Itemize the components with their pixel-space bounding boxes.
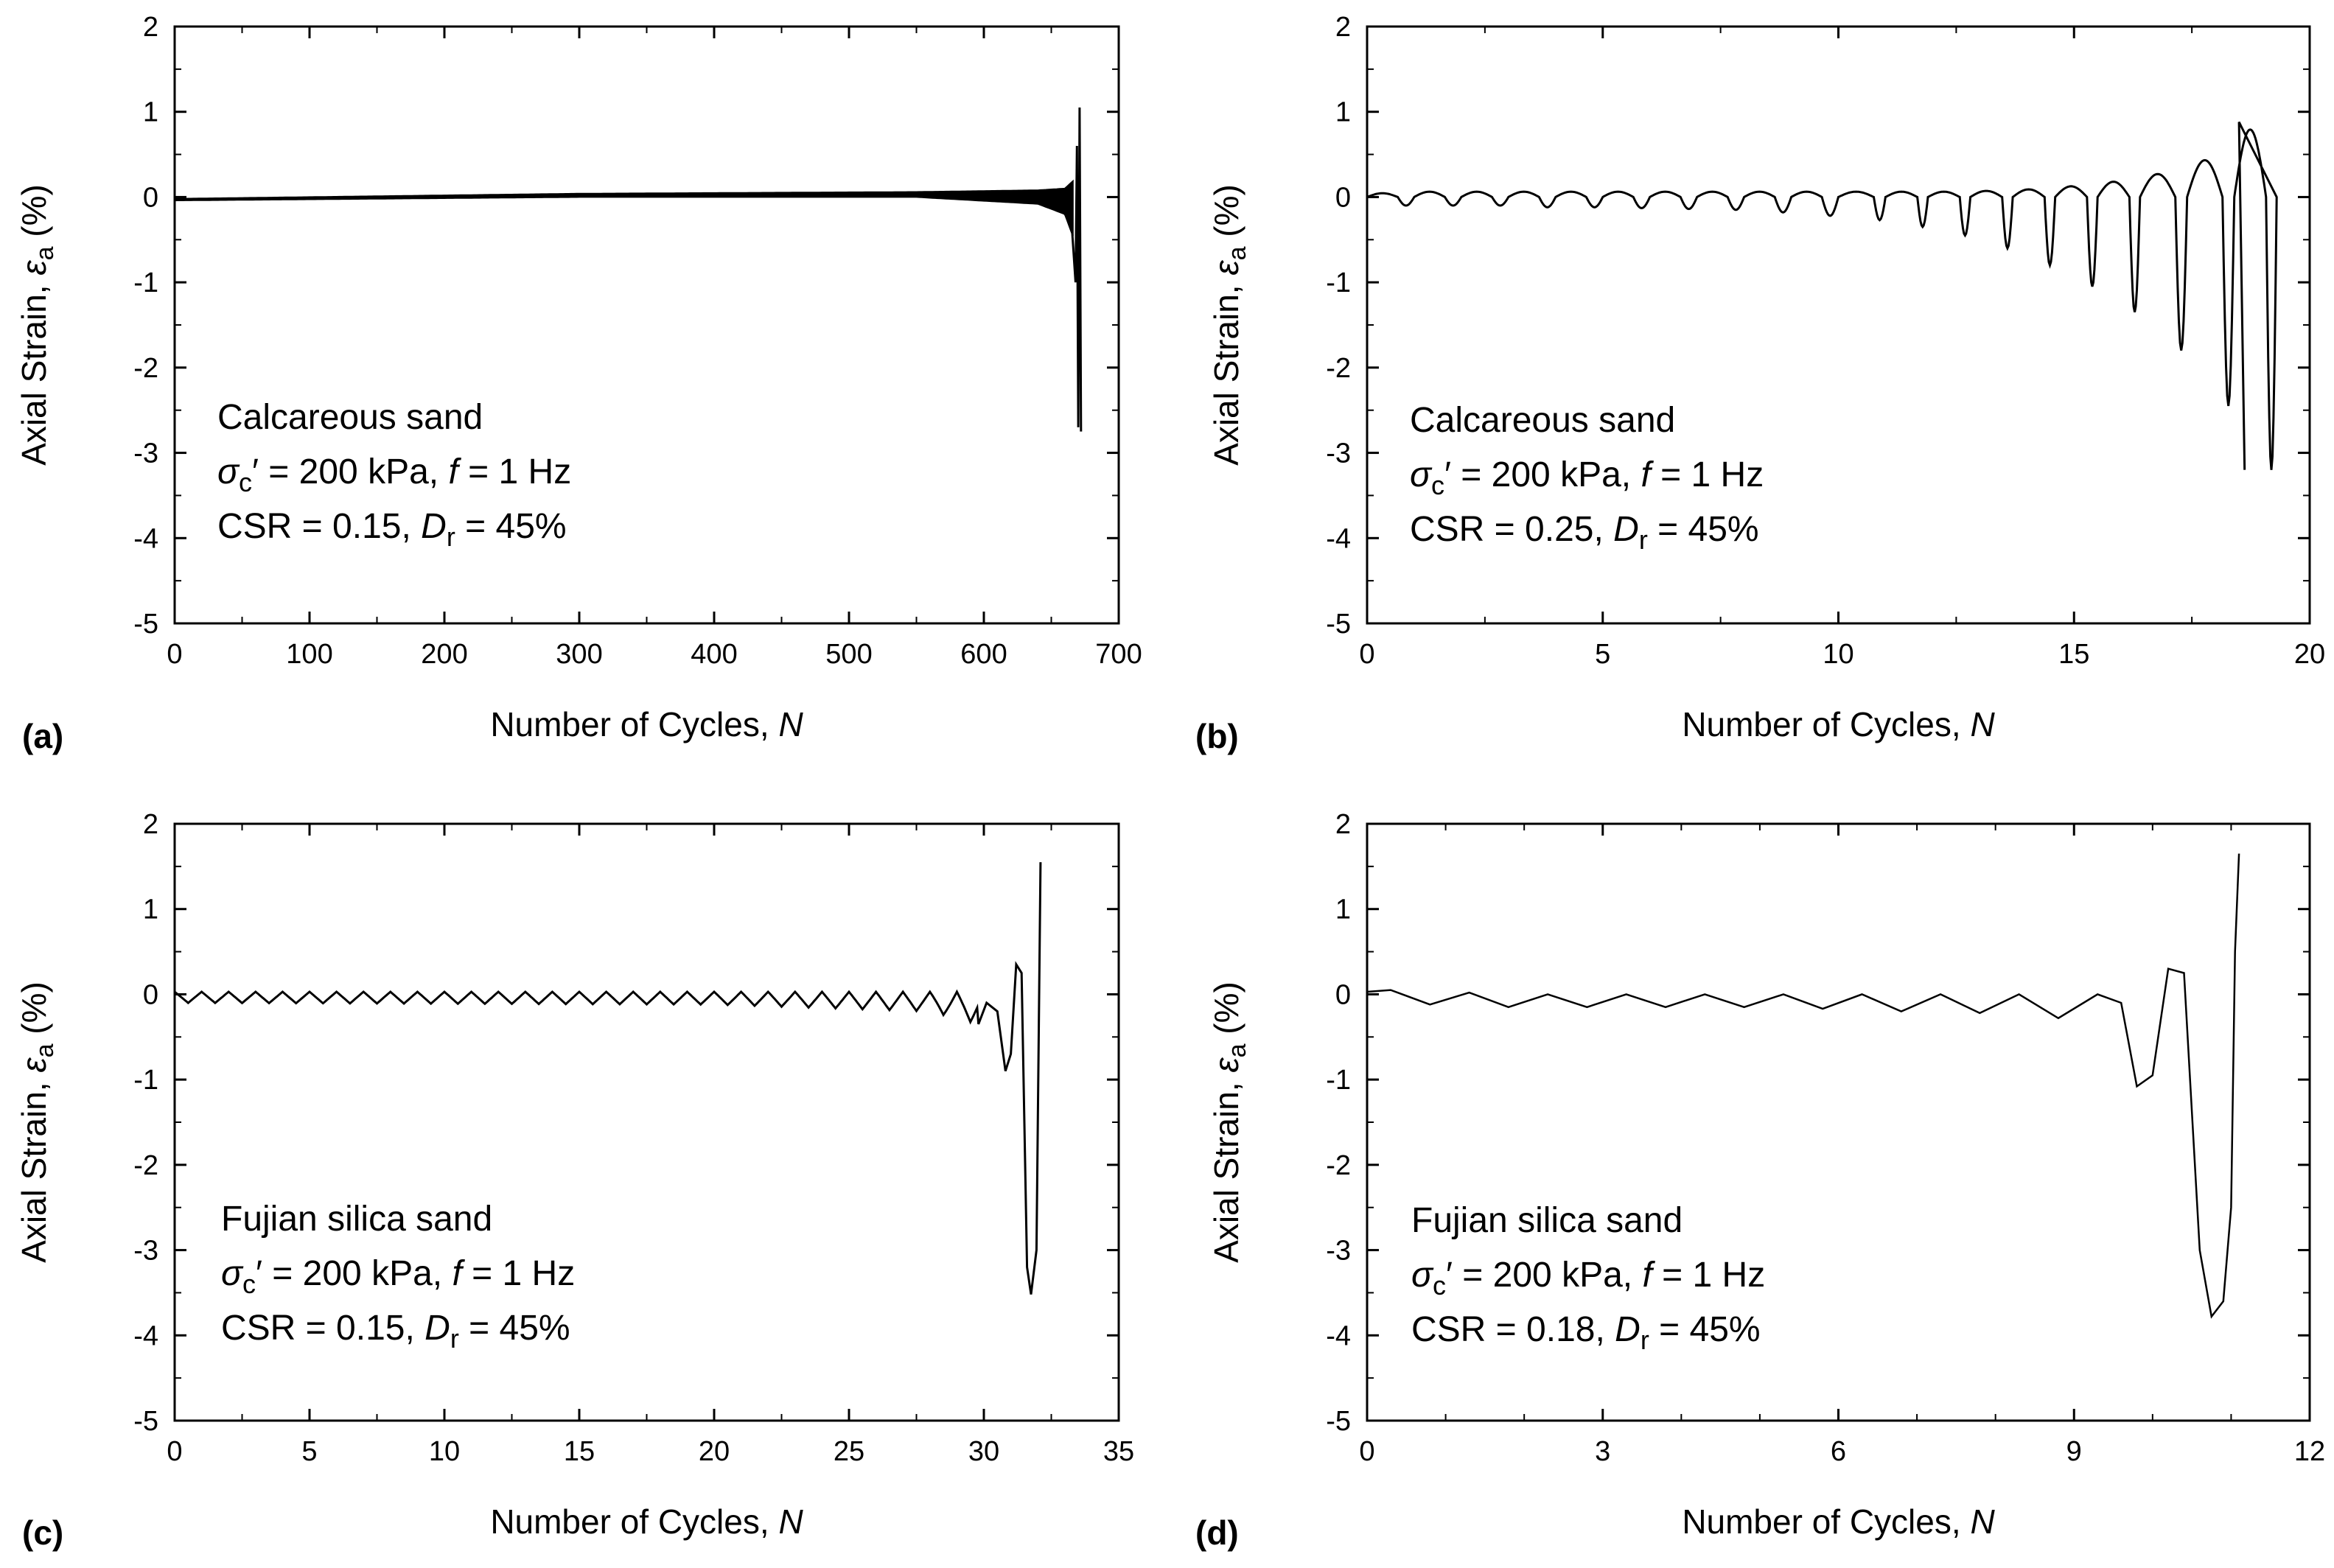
- y-tick-label: -1: [133, 1065, 158, 1096]
- x-tick-label: 0: [1359, 639, 1374, 670]
- panel-a: -5 -4 -3 -2 -1 0 1 2 0 100 200 300 400 500 600 700 Axial…: [15, 12, 1142, 755]
- y-tick-label: 0: [1335, 182, 1351, 213]
- y-tick-label: 2: [143, 809, 158, 840]
- annotation-csr: CSR = 0.18, Dr = 45%: [1411, 1310, 1761, 1355]
- x-tick-label: 5: [1595, 639, 1610, 670]
- y-tick-label: -2: [133, 1150, 158, 1181]
- x-tick-label: 25: [834, 1436, 864, 1467]
- annotation-material: Calcareous sand: [1410, 401, 1675, 440]
- panel-label: (b): [1195, 717, 1239, 755]
- x-tick-label: 15: [564, 1436, 595, 1467]
- y-tick-label: -2: [133, 353, 158, 384]
- data-line-series: [1367, 121, 2278, 470]
- annotation-csr: CSR = 0.15, Dr = 45%: [217, 507, 567, 552]
- annotation-material: Calcareous sand: [217, 398, 483, 437]
- y-tick-label: -4: [133, 523, 158, 554]
- panel-label: (a): [22, 717, 63, 755]
- data-layer: [1367, 121, 2278, 470]
- annotation-csr: CSR = 0.25, Dr = 45%: [1410, 510, 1759, 555]
- data-line-series: [175, 107, 1083, 432]
- panel-label: (c): [22, 1513, 63, 1552]
- x-tick-label: 3: [1595, 1436, 1610, 1467]
- x-tick-label: 15: [2058, 639, 2089, 670]
- annotation-stress: σc′ = 200 kPa, f = 1 Hz: [221, 1254, 575, 1299]
- y-axis-label: Axial Strain, εa (%): [15, 981, 59, 1263]
- y-tick-label: -3: [133, 438, 158, 469]
- x-tick-label: 20: [2294, 639, 2325, 670]
- x-tick-label: 5: [301, 1436, 317, 1467]
- annotation-material: Fujian silica sand: [1411, 1201, 1683, 1240]
- y-tick-label: -1: [1326, 1065, 1351, 1096]
- data-layer: [175, 862, 1042, 1295]
- x-tick-label: 12: [2294, 1436, 2325, 1467]
- y-tick-label: 0: [143, 979, 158, 1010]
- y-tick-label: 2: [1335, 809, 1351, 840]
- y-tick-label: -5: [133, 609, 158, 640]
- annotation-stress: σc′ = 200 kPa, f = 1 Hz: [217, 452, 571, 497]
- annotation-material: Fujian silica sand: [221, 1200, 492, 1239]
- y-tick-label: -1: [1326, 267, 1351, 298]
- y-tick-label: -3: [133, 1236, 158, 1267]
- y-tick-label: -5: [1326, 1406, 1351, 1437]
- x-tick-label: 9: [2066, 1436, 2082, 1467]
- y-tick-label: -5: [133, 1406, 158, 1437]
- x-axis-label: Number of Cycles, N: [1682, 705, 1995, 743]
- y-tick-label: -2: [1326, 1150, 1351, 1181]
- y-tick-label: 2: [1335, 12, 1351, 43]
- y-tick-label: 1: [1335, 97, 1351, 128]
- y-tick-label: 0: [1335, 979, 1351, 1010]
- annotation-stress: σc′ = 200 kPa, f = 1 Hz: [1410, 455, 1764, 500]
- x-tick-label: 100: [286, 639, 332, 670]
- y-tick-label: 1: [1335, 895, 1351, 925]
- data-layer: [175, 107, 1083, 432]
- x-axis-label: Number of Cycles, N: [490, 705, 803, 743]
- annotation-stress: σc′ = 200 kPa, f = 1 Hz: [1411, 1256, 1765, 1301]
- y-tick-label: 0: [143, 182, 158, 213]
- x-tick-label: 6: [1831, 1436, 1846, 1467]
- y-tick-label: -3: [1326, 1236, 1351, 1267]
- x-tick-label: 10: [1823, 639, 1853, 670]
- data-band-series: [175, 179, 1074, 237]
- y-tick-label: 2: [143, 12, 158, 43]
- y-axis-label: Axial Strain, εa (%): [1207, 981, 1251, 1263]
- x-axis-label: Number of Cycles, N: [490, 1502, 803, 1541]
- data-line-series: [1367, 853, 2240, 1319]
- x-tick-label: 0: [167, 639, 182, 670]
- x-tick-label: 10: [429, 1436, 460, 1467]
- x-tick-label: 700: [1095, 639, 1142, 670]
- x-tick-label: 35: [1103, 1436, 1134, 1467]
- y-axis-label: Axial Strain, εa (%): [15, 184, 59, 466]
- y-tick-label: -4: [133, 1320, 158, 1351]
- x-tick-label: 300: [556, 639, 602, 670]
- y-tick-label: -5: [1326, 609, 1351, 640]
- x-tick-label: 200: [421, 639, 467, 670]
- y-tick-label: 1: [143, 97, 158, 128]
- annotation-csr: CSR = 0.15, Dr = 45%: [221, 1309, 570, 1354]
- x-tick-label: 20: [699, 1436, 730, 1467]
- y-tick-label: -1: [133, 267, 158, 298]
- y-tick-label: 1: [143, 895, 158, 925]
- x-axis-label: Number of Cycles, N: [1682, 1502, 1995, 1541]
- x-tick-label: 600: [960, 639, 1007, 670]
- data-line-series: [175, 862, 1042, 1295]
- x-tick-label: 0: [1359, 1436, 1374, 1467]
- y-tick-label: -2: [1326, 353, 1351, 384]
- data-layer: [1367, 853, 2240, 1319]
- x-tick-label: 30: [968, 1436, 999, 1467]
- y-tick-label: -3: [1326, 438, 1351, 469]
- x-tick-label: 400: [691, 639, 737, 670]
- y-tick-label: -4: [1326, 1320, 1351, 1351]
- y-tick-label: -4: [1326, 523, 1351, 554]
- y-axis-label: Axial Strain, εa (%): [1207, 184, 1251, 466]
- x-tick-label: 500: [825, 639, 872, 670]
- panel-label: (d): [1195, 1513, 1239, 1552]
- x-tick-label: 0: [167, 1436, 182, 1467]
